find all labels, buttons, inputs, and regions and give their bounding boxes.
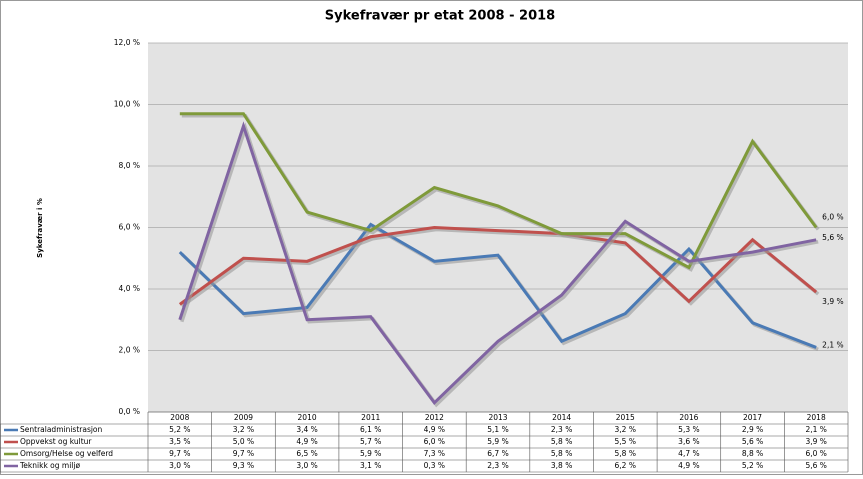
y-axis-label: Sykefravær i % bbox=[36, 198, 44, 258]
table-value: 2,3 % bbox=[487, 461, 508, 470]
legend-label: Sentraladministrasjon bbox=[20, 425, 103, 434]
end-data-label: 5,6 % bbox=[822, 233, 843, 242]
table-value: 3,6 % bbox=[678, 437, 699, 446]
end-data-label: 2,1 % bbox=[822, 340, 843, 349]
x-tick-label: 2016 bbox=[679, 413, 698, 422]
y-tick-label: 8,0 % bbox=[119, 161, 140, 170]
table-value: 7,3 % bbox=[424, 449, 445, 458]
y-tick-label: 0,0 % bbox=[119, 407, 140, 416]
table-value: 4,7 % bbox=[678, 449, 699, 458]
end-data-label: 3,9 % bbox=[822, 297, 843, 306]
table-value: 4,9 % bbox=[678, 461, 699, 470]
y-tick-label: 12,0 % bbox=[114, 38, 140, 47]
table-value: 9,7 % bbox=[169, 449, 190, 458]
table-value: 5,5 % bbox=[615, 437, 636, 446]
table-value: 3,2 % bbox=[615, 425, 636, 434]
y-tick-label: 6,0 % bbox=[119, 223, 140, 232]
series-line bbox=[178, 225, 818, 306]
table-value: 3,2 % bbox=[233, 425, 254, 434]
series-line bbox=[178, 121, 817, 406]
table-value: 0,3 % bbox=[424, 461, 445, 470]
x-tick-label: 2013 bbox=[488, 413, 507, 422]
y-tick-label: 2,0 % bbox=[119, 346, 140, 355]
x-tick-label: 2018 bbox=[807, 413, 826, 422]
table-value: 5,6 % bbox=[742, 437, 763, 446]
table-value: 5,1 % bbox=[487, 425, 508, 434]
legend-label: Omsorg/Helse og velferd bbox=[20, 449, 113, 458]
table-value: 5,6 % bbox=[805, 461, 826, 470]
x-tick-label: 2009 bbox=[234, 413, 253, 422]
table-value: 3,0 % bbox=[169, 461, 190, 470]
series-line bbox=[179, 112, 818, 270]
table-value: 5,0 % bbox=[233, 437, 254, 446]
table-value: 5,9 % bbox=[487, 437, 508, 446]
table-value: 9,7 % bbox=[233, 449, 254, 458]
table-value: 5,7 % bbox=[360, 437, 381, 446]
x-tick-label: 2010 bbox=[298, 413, 317, 422]
table-value: 6,5 % bbox=[296, 449, 317, 458]
table-value: 3,8 % bbox=[551, 461, 572, 470]
table-value: 3,4 % bbox=[296, 425, 317, 434]
x-tick-label: 2014 bbox=[552, 413, 571, 422]
x-tick-label: 2008 bbox=[170, 413, 189, 422]
x-tick-label: 2017 bbox=[743, 413, 762, 422]
x-tick-label: 2012 bbox=[425, 413, 444, 422]
x-tick-label: 2015 bbox=[616, 413, 635, 422]
table-value: 6,1 % bbox=[360, 425, 381, 434]
y-tick-label: 10,0 % bbox=[114, 100, 140, 109]
table-value: 3,1 % bbox=[360, 461, 381, 470]
table-value: 5,8 % bbox=[615, 449, 636, 458]
table-value: 9,3 % bbox=[233, 461, 254, 470]
x-tick-label: 2011 bbox=[361, 413, 380, 422]
table-value: 2,9 % bbox=[742, 425, 763, 434]
table-value: 6,7 % bbox=[487, 449, 508, 458]
table-value: 5,3 % bbox=[678, 425, 699, 434]
y-tick-label: 4,0 % bbox=[119, 284, 140, 293]
table-value: 3,9 % bbox=[805, 437, 826, 446]
table-value: 5,2 % bbox=[169, 425, 190, 434]
table-value: 8,8 % bbox=[742, 449, 763, 458]
table-value: 5,9 % bbox=[360, 449, 381, 458]
table-value: 6,0 % bbox=[805, 449, 826, 458]
table-value: 3,5 % bbox=[169, 437, 190, 446]
legend-label: Teknikk og miljø bbox=[19, 461, 80, 470]
table-value: 5,2 % bbox=[742, 461, 763, 470]
table-value: 3,0 % bbox=[296, 461, 317, 470]
table-value: 6,2 % bbox=[615, 461, 636, 470]
series-line bbox=[178, 222, 817, 349]
table-value: 4,9 % bbox=[296, 437, 317, 446]
table-value: 5,8 % bbox=[551, 449, 572, 458]
table-value: 2,1 % bbox=[805, 425, 826, 434]
legend-label: Oppvekst og kultur bbox=[20, 437, 92, 446]
end-data-label: 6,0 % bbox=[822, 213, 843, 222]
chart-title: Sykefravær pr etat 2008 - 2018 bbox=[325, 9, 555, 24]
table-value: 2,3 % bbox=[551, 425, 572, 434]
table-value: 4,9 % bbox=[424, 425, 445, 434]
table-value: 6,0 % bbox=[424, 437, 445, 446]
table-value: 5,8 % bbox=[551, 437, 572, 446]
